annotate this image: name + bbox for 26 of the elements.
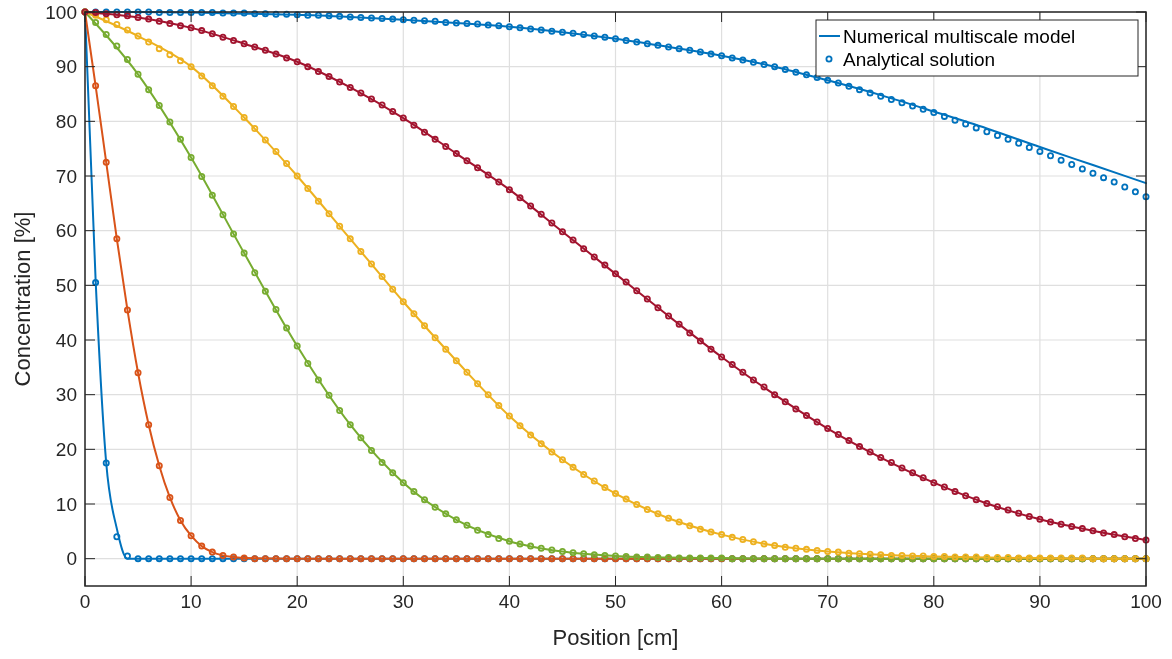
x-tick-label: 60	[711, 591, 733, 612]
y-tick-label: 70	[55, 165, 77, 187]
y-tick-label: 40	[55, 329, 77, 351]
x-tick-label: 100	[1130, 591, 1162, 612]
legend-label: Analytical solution	[843, 48, 996, 70]
y-tick-label: 0	[66, 548, 77, 570]
x-tick-label: 20	[286, 591, 308, 612]
x-axis-title: Position [cm]	[552, 625, 679, 650]
y-tick-label: 100	[45, 1, 77, 23]
x-tick-label: 10	[180, 591, 202, 612]
x-tick-label: 90	[1029, 591, 1051, 612]
y-tick-label: 10	[55, 493, 77, 515]
y-tick-label: 90	[55, 56, 77, 78]
x-tick-label: 70	[817, 591, 839, 612]
x-tick-label: 30	[392, 591, 414, 612]
x-tick-label: 50	[604, 591, 627, 612]
y-tick-label: 80	[55, 110, 77, 132]
y-tick-label: 30	[55, 384, 77, 406]
y-tick-label: 50	[55, 274, 77, 296]
x-tick-label: 0	[79, 591, 91, 612]
x-tick-label: 80	[923, 591, 945, 612]
y-tick-label: 60	[55, 220, 77, 242]
legend-label: Numerical multiscale model	[843, 25, 1076, 47]
x-tick-label: 40	[498, 591, 520, 612]
y-axis-title: Concentration [%]	[10, 211, 35, 387]
y-tick-label: 20	[55, 438, 77, 460]
